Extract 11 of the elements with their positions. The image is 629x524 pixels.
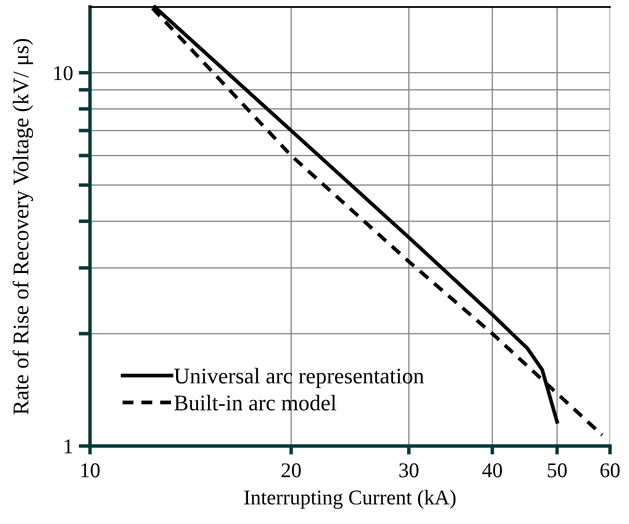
legend-label: Universal arc representation [174,368,424,388]
x-tick-label: 50 [548,463,567,478]
x-tick-label: 60 [600,463,620,478]
x-tick-label: 30 [399,463,418,478]
y-axis-title: Rate of Rise of Recovery Voltage (kV/ μs) [12,38,34,414]
x-axis-title: Interrupting Current (kA) [244,490,456,509]
x-tick-label: 40 [482,463,502,478]
y-tick-label: 1 [64,439,72,454]
x-tick-label: 10 [81,463,100,478]
x-tick-label: 20 [282,463,301,478]
legend-label: Built-in arc model [174,394,336,410]
